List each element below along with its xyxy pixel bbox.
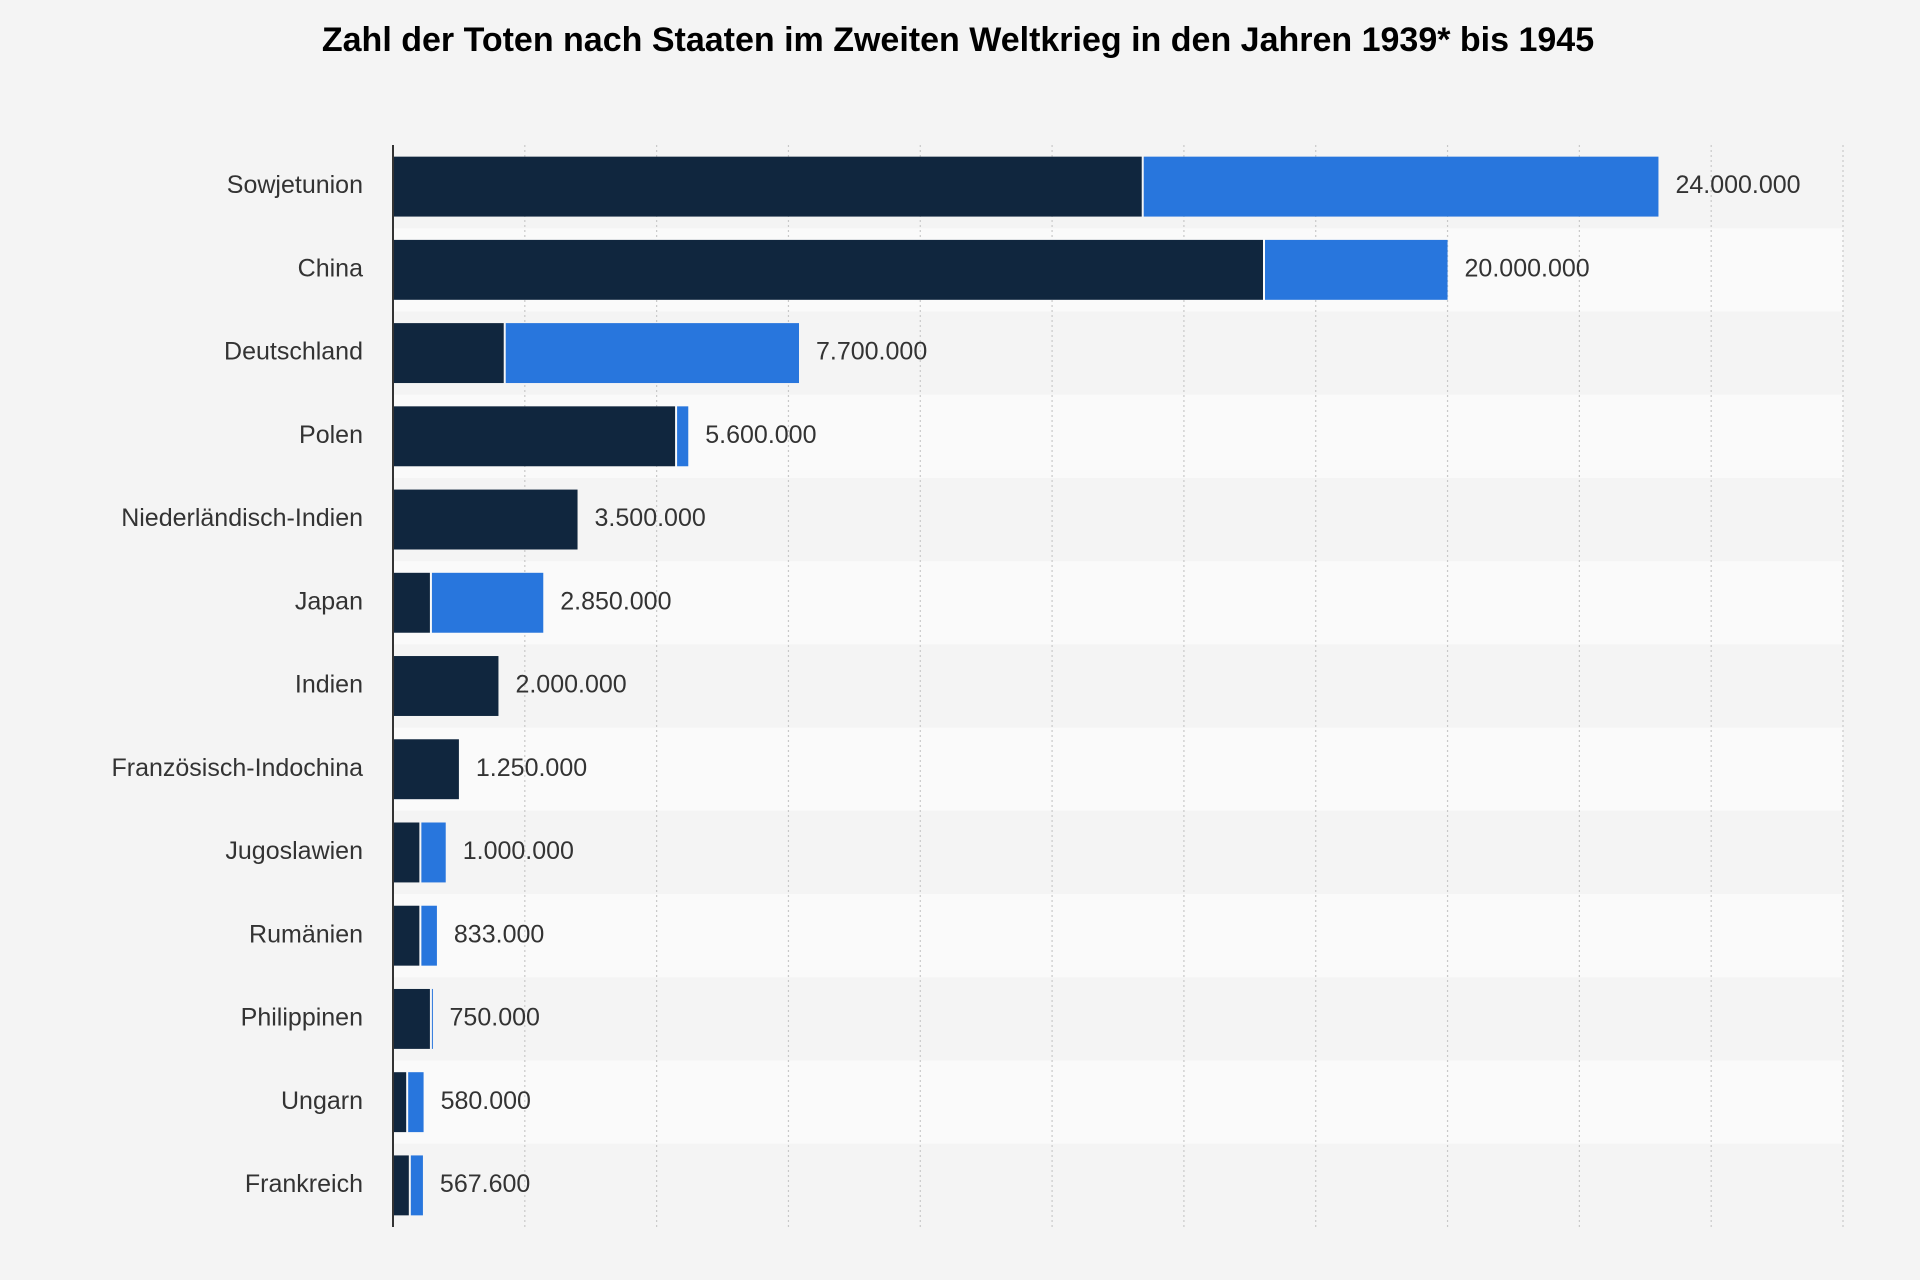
bar-segment: [393, 489, 578, 550]
chart-title: Zahl der Toten nach Staaten im Zweiten W…: [322, 21, 1594, 59]
data-label: 24.000.000: [1675, 171, 1800, 199]
bar-segment: [393, 822, 420, 883]
bar-segment: [393, 739, 459, 800]
data-label: 7.700.000: [816, 338, 927, 366]
bar-segment: [393, 656, 499, 716]
row-band: [393, 894, 1843, 978]
y-tick-label: Rumänien: [249, 920, 363, 948]
bar-segment: [393, 988, 430, 1049]
y-tick-label: Ungarn: [281, 1087, 363, 1115]
row-band: [393, 1143, 1843, 1227]
row-band: [393, 477, 1843, 562]
data-label: 1.250.000: [476, 754, 587, 782]
bar-segment: [677, 406, 689, 467]
bar-segment: [431, 988, 433, 1049]
y-tick-label: Philippinen: [241, 1004, 363, 1032]
row-band: [393, 1060, 1843, 1144]
bar-segment: [505, 323, 799, 384]
y-tick-label: Japan: [295, 587, 363, 615]
bar-segment: [410, 1155, 423, 1216]
bar-segment: [393, 323, 504, 384]
bar-segment: [1265, 239, 1448, 300]
bar-segment: [421, 905, 437, 966]
y-tick-label: China: [298, 254, 363, 282]
data-label: 2.850.000: [560, 587, 671, 615]
data-label: 580.000: [441, 1087, 531, 1115]
bar-segment: [393, 239, 1263, 300]
y-tick-label: Frankreich: [245, 1170, 363, 1198]
bar-segment: [393, 1155, 409, 1216]
y-tick-label: Indien: [295, 671, 363, 699]
row-band: [393, 977, 1843, 1061]
y-tick-label: Polen: [299, 421, 363, 449]
bar-segment: [393, 572, 430, 633]
bar-segment: [408, 1072, 424, 1133]
data-label: 20.000.000: [1465, 254, 1590, 282]
data-label: 3.500.000: [595, 504, 706, 532]
data-label: 5.600.000: [705, 421, 816, 449]
y-tick-label: Französisch-Indochina: [111, 754, 363, 782]
data-label: 1.000.000: [463, 837, 574, 865]
y-tick-label: Niederländisch-Indien: [121, 504, 363, 532]
y-tick-label: Deutschland: [224, 338, 363, 366]
bar-segment: [393, 156, 1142, 217]
row-band: [393, 561, 1843, 645]
data-label: 750.000: [450, 1004, 540, 1032]
bar-segment: [421, 822, 446, 883]
data-label: 567.600: [440, 1170, 530, 1198]
bar-segment: [393, 406, 676, 467]
data-label: 2.000.000: [515, 671, 626, 699]
bar-segment: [1143, 156, 1659, 217]
bar-segment: [431, 572, 544, 633]
y-tick-label: Sowjetunion: [227, 171, 363, 199]
row-band: [393, 810, 1843, 895]
row-band: [393, 727, 1843, 811]
bar-segment: [393, 905, 420, 966]
y-tick-label: Jugoslawien: [225, 837, 363, 865]
row-band: [393, 644, 1843, 728]
data-label: 833.000: [454, 920, 544, 948]
bar-segment: [393, 1072, 407, 1133]
